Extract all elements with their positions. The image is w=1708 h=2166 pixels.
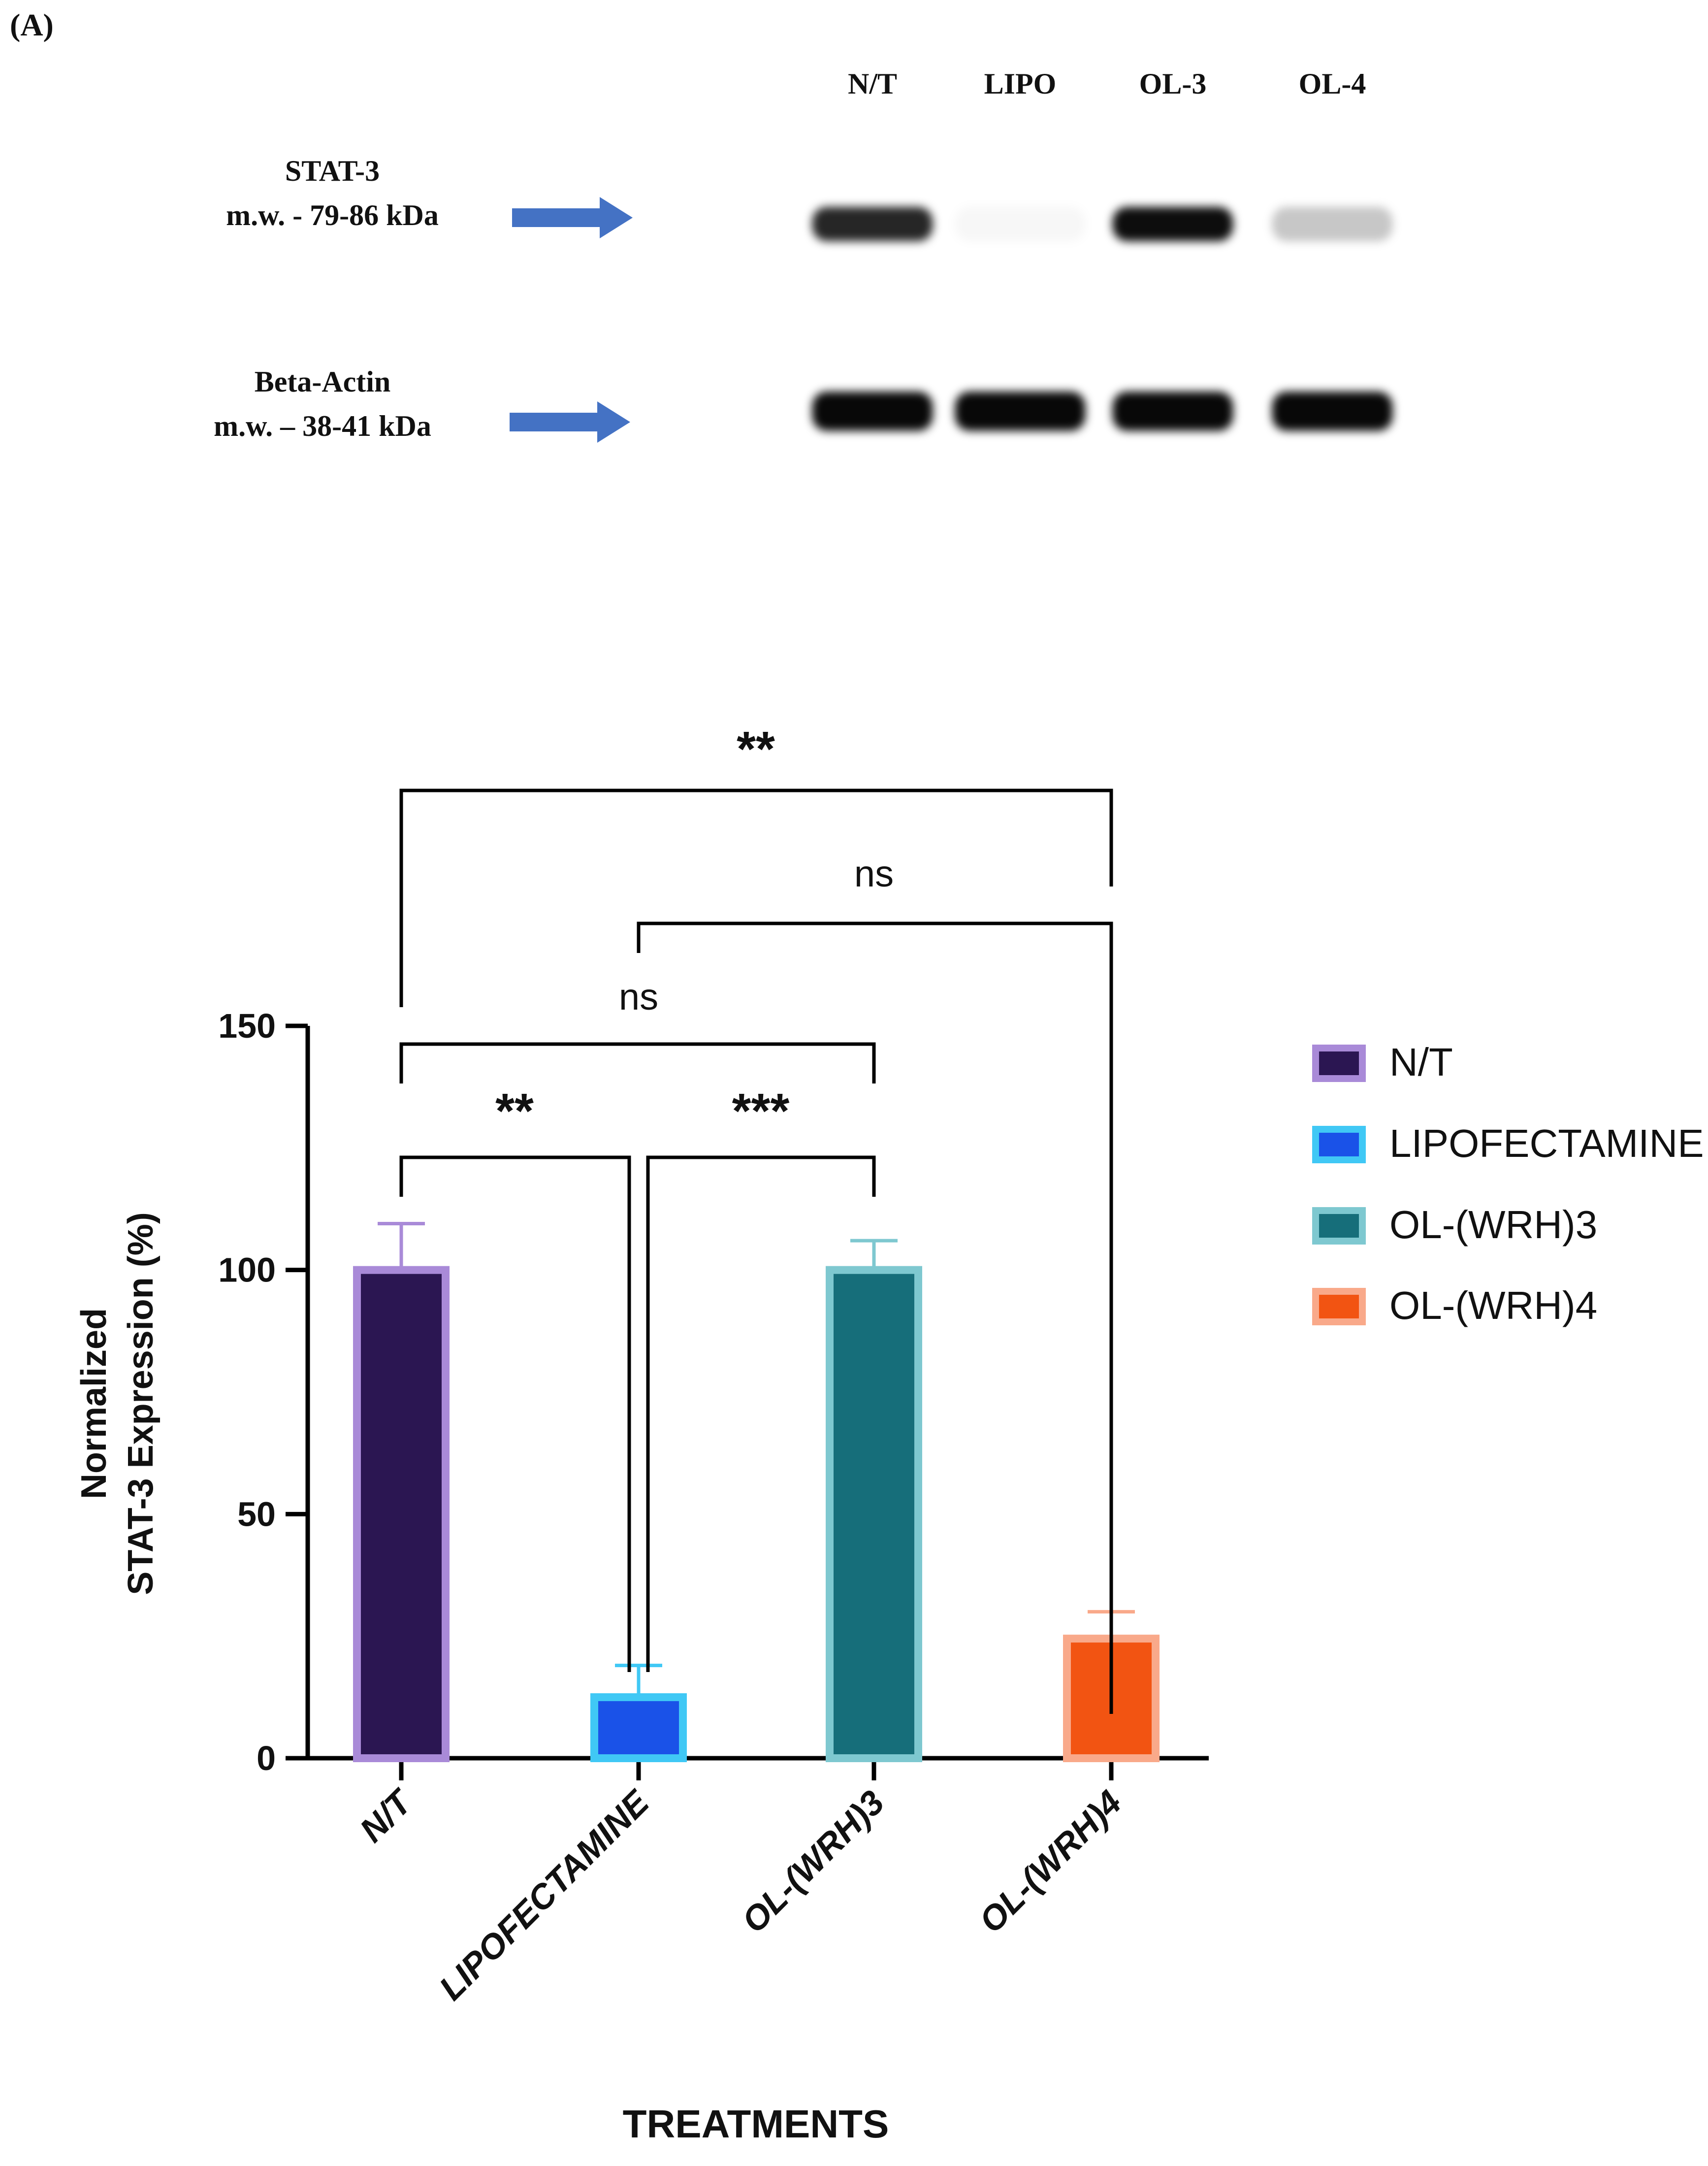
legend-label: LIPOFECTAMINE bbox=[1389, 1121, 1704, 1165]
legend-label: OL-(WRH)3 bbox=[1389, 1203, 1597, 1247]
y-tick-label: 50 bbox=[237, 1495, 276, 1533]
blot-band bbox=[1112, 207, 1233, 241]
error-bars bbox=[378, 1221, 1135, 1698]
y-axis-label-line1: Normalized bbox=[74, 1308, 114, 1499]
legend-item: LIPOFECTAMINE bbox=[1312, 1121, 1704, 1165]
arrow-icon bbox=[512, 197, 633, 238]
significance-label: ns bbox=[619, 976, 658, 1018]
x-axis-label: TREATMENTS bbox=[623, 2102, 889, 2146]
panel-label: (A) bbox=[10, 7, 54, 42]
lane-labels: N/T LIPO OL-3 OL-4 bbox=[848, 67, 1366, 100]
y-tick-label: 0 bbox=[257, 1739, 276, 1777]
bars bbox=[353, 1266, 1160, 1763]
blot-band bbox=[812, 392, 933, 431]
bar bbox=[826, 1266, 922, 1763]
actin-band-label: Beta-Actin m.w. – 38-41 kDa bbox=[214, 365, 431, 442]
y-axis-label-line2: STAT-3 Expression (%) bbox=[121, 1212, 161, 1595]
legend-swatch bbox=[1312, 1288, 1366, 1325]
actin-name: Beta-Actin bbox=[255, 365, 391, 398]
stat3-weight: m.w. - 79-86 kDa bbox=[226, 199, 439, 231]
significance-bracket bbox=[399, 1155, 631, 1672]
blot-band bbox=[1272, 207, 1393, 241]
actin-weight: m.w. – 38-41 kDa bbox=[214, 410, 431, 442]
significance-label: *** bbox=[732, 1083, 790, 1139]
legend-swatch bbox=[1312, 1126, 1366, 1163]
legend-label: OL-(WRH)4 bbox=[1389, 1283, 1597, 1327]
stat3-name: STAT-3 bbox=[285, 155, 380, 187]
legend-item: OL-(WRH)4 bbox=[1312, 1283, 1597, 1327]
lane-label: LIPO bbox=[984, 67, 1057, 100]
legend-swatch bbox=[1312, 1045, 1366, 1082]
blot-band bbox=[812, 207, 933, 241]
blot-band bbox=[1112, 392, 1233, 431]
x-tick-label: OL-(WRH)3 bbox=[735, 1783, 892, 1940]
legend: N/T LIPOFECTAMINE OL-(WRH)3 OL-(WRH)4 bbox=[1312, 1040, 1704, 1327]
significance-label: ns bbox=[854, 853, 894, 895]
y-axis: 0 50 100 150 bbox=[218, 1007, 310, 1777]
x-tick-label: LIPOFECTAMINE bbox=[432, 1782, 657, 2007]
y-tick-label: 150 bbox=[218, 1007, 276, 1045]
significance-label: ** bbox=[737, 722, 775, 777]
arrow-icon bbox=[510, 401, 630, 443]
bar bbox=[590, 1693, 687, 1762]
x-tick-labels: N/T LIPOFECTAMINE OL-(WRH)3 OL-(WRH)4 bbox=[353, 1781, 1129, 2007]
legend-item: OL-(WRH)3 bbox=[1312, 1203, 1597, 1247]
significance-bracket bbox=[399, 788, 1113, 1007]
blot-band bbox=[955, 207, 1086, 241]
legend-label: N/T bbox=[1389, 1040, 1453, 1084]
lane-label: N/T bbox=[848, 67, 897, 100]
lane-label: OL-4 bbox=[1299, 67, 1366, 100]
legend-swatch bbox=[1312, 1207, 1366, 1245]
y-tick-label: 100 bbox=[218, 1251, 276, 1289]
significance-bracket bbox=[637, 921, 1113, 1714]
stat3-band-label: STAT-3 m.w. - 79-86 kDa bbox=[226, 155, 439, 231]
x-tick-label: N/T bbox=[353, 1781, 421, 1850]
significance-bracket bbox=[399, 1042, 876, 1083]
significance-bracket bbox=[646, 1155, 876, 1672]
y-axis-label: Normalized STAT-3 Expression (%) bbox=[74, 1212, 161, 1595]
blot-bands bbox=[812, 207, 1393, 431]
lane-label: OL-3 bbox=[1139, 67, 1207, 100]
blot-band bbox=[955, 392, 1086, 431]
bar bbox=[353, 1266, 450, 1763]
significance-label: ** bbox=[495, 1083, 534, 1139]
blot-band bbox=[1272, 392, 1393, 431]
x-tick-label: OL-(WRH)4 bbox=[972, 1783, 1129, 1940]
western-blot: N/T LIPO OL-3 OL-4 STAT-3 m.w. - 79-86 k… bbox=[214, 67, 1393, 443]
legend-item: N/T bbox=[1312, 1040, 1453, 1084]
